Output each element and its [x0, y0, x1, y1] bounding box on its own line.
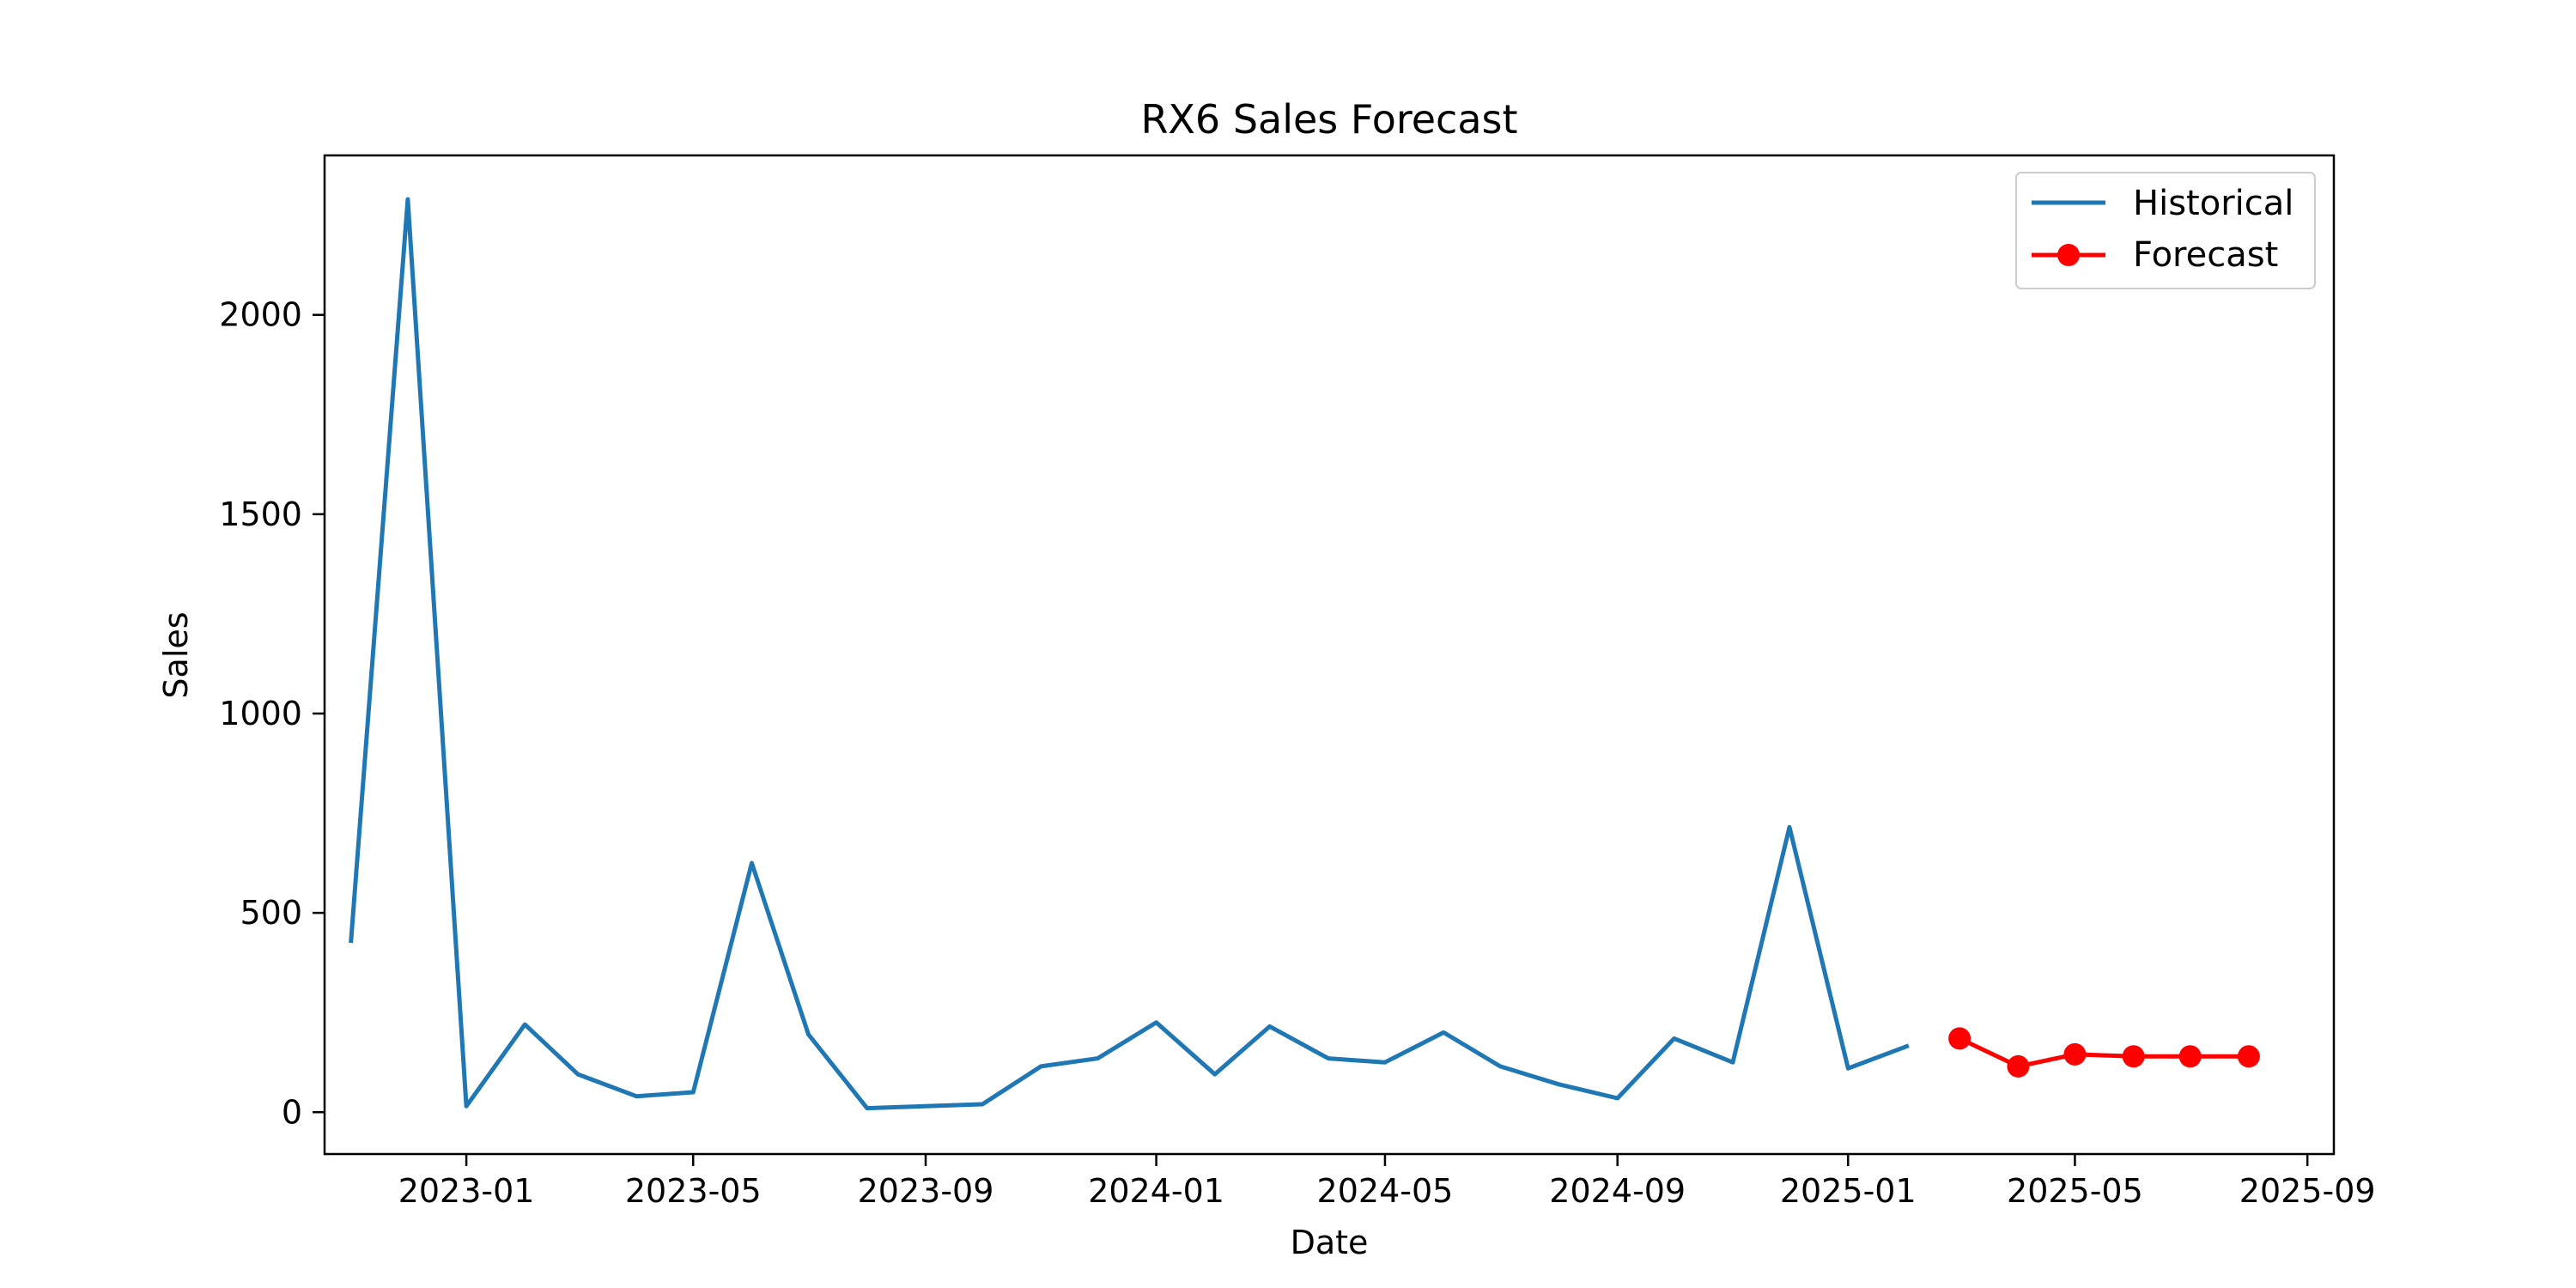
plot-area [349, 197, 2260, 1111]
legend-historical-label: Historical [2133, 184, 2293, 223]
y-axis: 0 500 1000 1500 2000 [219, 296, 325, 1131]
x-axis: 2023-01 2023-05 2023-09 2024-01 2024-05 2024-… [398, 1154, 2376, 1210]
x-tick-label: 2025-05 [2007, 1172, 2143, 1210]
x-axis-title: Date [1291, 1224, 1369, 1261]
y-tick-label: 2000 [219, 296, 302, 334]
x-tick-label: 2024-05 [1317, 1172, 1454, 1210]
y-tick-label: 500 [240, 894, 302, 932]
chart-title: RX6 Sales Forecast [1140, 96, 1517, 143]
x-tick-label: 2024-09 [1549, 1172, 1686, 1210]
x-tick-label: 2023-05 [625, 1172, 762, 1210]
historical-series-line [349, 197, 1910, 1111]
x-tick-label: 2025-01 [1780, 1172, 1917, 1210]
legend-forecast-marker [2057, 244, 2080, 266]
forecast-point [2122, 1045, 2145, 1068]
forecast-point [2063, 1042, 2087, 1066]
x-tick-label: 2023-09 [858, 1172, 994, 1210]
forecast-point [2237, 1045, 2260, 1068]
forecast-point [2007, 1054, 2030, 1078]
y-tick-label: 1500 [219, 495, 302, 533]
plot-frame [323, 154, 2336, 1156]
x-tick-label: 2023-01 [398, 1172, 535, 1210]
legend: Historical Forecast [2015, 172, 2316, 289]
x-tick-label: 2024-01 [1088, 1172, 1224, 1210]
y-axis-title: Sales [157, 611, 195, 698]
forecast-point [1948, 1027, 1971, 1050]
x-tick-label: 2025-09 [2239, 1172, 2376, 1210]
forecast-point [2178, 1045, 2202, 1068]
y-tick-label: 0 [282, 1093, 302, 1131]
y-tick-label: 1000 [219, 695, 302, 732]
legend-forecast-label: Forecast [2133, 235, 2278, 275]
